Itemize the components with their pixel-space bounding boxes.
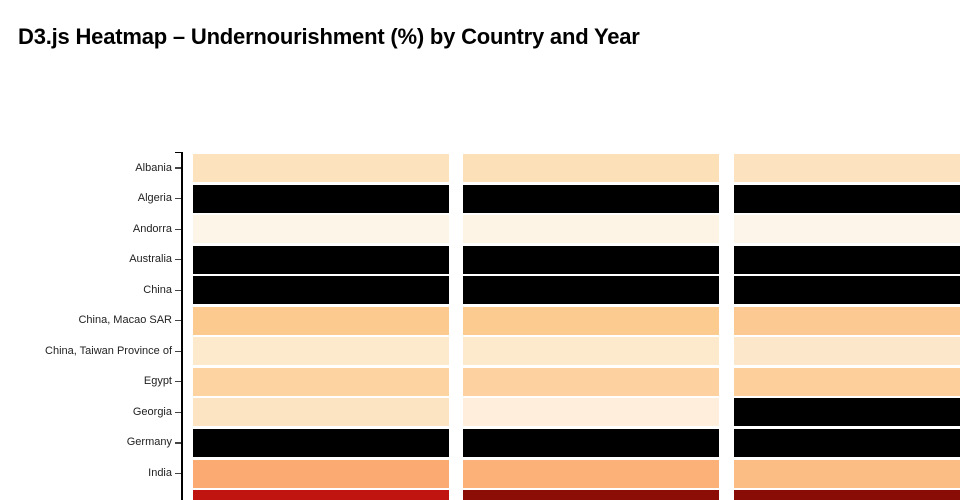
y-axis-tick	[174, 472, 181, 475]
heatmap-cell	[463, 337, 719, 366]
heatmap-cell	[463, 184, 719, 213]
heatmap-cell	[192, 367, 449, 396]
y-axis-label: Algeria	[137, 192, 172, 205]
y-axis-tick	[174, 442, 181, 444]
heatmap-cell	[192, 459, 449, 488]
heatmap-cell	[192, 154, 449, 182]
y-axis-label: Egypt	[143, 375, 172, 388]
y-axis-label: Australia	[129, 253, 172, 266]
heatmap-cell	[733, 276, 960, 305]
y-axis-tick	[174, 350, 181, 352]
y-axis-tick	[174, 167, 181, 169]
heatmap-cell	[463, 276, 719, 305]
heatmap-cell	[733, 306, 960, 335]
heatmap-cell	[733, 428, 960, 457]
heatmap-cell	[733, 215, 960, 244]
heatmap-cell	[192, 398, 449, 427]
y-axis-tick	[174, 381, 181, 383]
chart-title: D3.js Heatmap – Undernourishment (%) by …	[18, 24, 640, 49]
heatmap-cell	[463, 367, 719, 396]
heatmap-cell	[463, 398, 719, 427]
y-axis-top-outer-tick	[175, 152, 182, 154]
heatmap-cell	[733, 337, 960, 366]
y-axis-label: China	[143, 283, 172, 296]
y-axis-label: Albania	[135, 161, 172, 174]
heatmap-cell	[463, 215, 719, 244]
y-axis-tick	[174, 289, 181, 291]
heatmap-cell	[733, 490, 960, 500]
y-axis-label: Georgia	[132, 405, 172, 418]
y-axis-label: India	[148, 467, 172, 479]
y-axis-label: China, Macao SAR	[78, 314, 172, 327]
heatmap-cell	[192, 337, 449, 366]
heatmap-cell	[733, 245, 960, 274]
heatmap-cell	[733, 398, 960, 427]
y-axis-label: China, Taiwan Province of	[45, 344, 172, 357]
y-axis-line	[181, 152, 183, 500]
heatmap-cell	[192, 490, 449, 500]
heatmap-cell	[463, 428, 719, 457]
heatmap-cell	[463, 490, 719, 500]
y-axis-tick	[174, 228, 181, 230]
heatmap-cell	[733, 459, 960, 488]
heatmap-cell	[192, 215, 449, 244]
y-axis-label: Germany	[126, 436, 172, 449]
heatmap-cell	[733, 154, 960, 182]
heatmap-cell	[192, 184, 449, 213]
heatmap-cell	[192, 245, 449, 274]
heatmap-cell	[463, 306, 719, 335]
y-axis-tick	[174, 411, 181, 413]
heatmap-cell	[733, 367, 960, 396]
y-axis-tick	[174, 197, 181, 200]
heatmap-cell	[192, 306, 449, 335]
heatmap-cell	[733, 184, 960, 213]
heatmap-cell	[192, 428, 449, 457]
heatmap-cell	[192, 276, 449, 305]
y-axis-label: Andorra	[132, 222, 172, 235]
heatmap-cell	[463, 459, 719, 488]
y-axis-tick	[174, 320, 181, 322]
heatmap-cell	[463, 154, 719, 182]
heatmap-cell	[463, 245, 719, 274]
y-axis-tick	[174, 259, 181, 261]
